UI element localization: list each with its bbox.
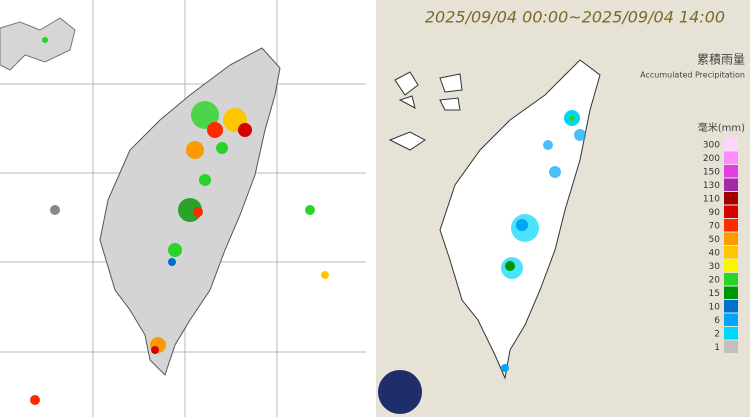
legend-swatch	[724, 232, 738, 245]
legend-swatch	[724, 340, 738, 353]
period-title: 2025/09/04 00:00~2025/09/04 14:00	[425, 8, 725, 27]
legend-unit: 毫米(mm)	[698, 121, 745, 134]
legend-swatch	[724, 178, 738, 191]
legend-swatch	[724, 205, 738, 218]
legend-label: 40	[709, 248, 721, 258]
rain-areas	[501, 110, 586, 372]
legend-label: 110	[703, 194, 720, 204]
divider	[366, 0, 376, 417]
legend-label: 300	[703, 140, 720, 150]
legend-swatch	[724, 273, 738, 286]
radar-panel	[0, 0, 366, 417]
legend-label: 200	[703, 154, 720, 164]
legend-label: 70	[709, 221, 721, 231]
legend-swatch	[724, 286, 738, 299]
legend-swatch	[724, 165, 738, 178]
legend-label: 130	[703, 181, 720, 191]
legend-swatch	[724, 313, 738, 326]
legend-swatch	[724, 246, 738, 259]
legend-label: 6	[714, 316, 720, 326]
legend-label: 150	[703, 167, 720, 177]
legend: 300 200 150 130 110 90 70 50 40 30 20 15 10 6 2 1	[703, 138, 738, 353]
legend-swatch	[724, 192, 738, 205]
legend-label: 1	[714, 343, 720, 353]
legend-swatch	[724, 259, 738, 272]
legend-swatch	[724, 300, 738, 313]
legend-label: 2	[714, 329, 720, 339]
legend-title: 累積雨量	[697, 52, 745, 67]
legend-label: 30	[709, 262, 721, 272]
legend-swatch	[724, 327, 738, 340]
radar-echoes	[30, 37, 329, 405]
mainland-coast	[0, 17, 76, 71]
legend-label: 10	[709, 302, 721, 312]
agency-logo	[378, 370, 422, 414]
islands	[388, 71, 463, 151]
legend-swatch	[724, 219, 738, 232]
legend-label: 15	[709, 289, 720, 299]
legend-swatch	[724, 138, 738, 151]
legend-label: 90	[709, 208, 721, 218]
rain-panel: 2025/09/04 00:00~2025/09/04 14:00 累積雨量 A…	[376, 0, 750, 417]
legend-swatch	[724, 151, 738, 164]
legend-label: 20	[709, 275, 721, 285]
legend-label: 50	[709, 235, 721, 245]
legend-subtitle: Accumulated Precipitation	[640, 71, 745, 80]
